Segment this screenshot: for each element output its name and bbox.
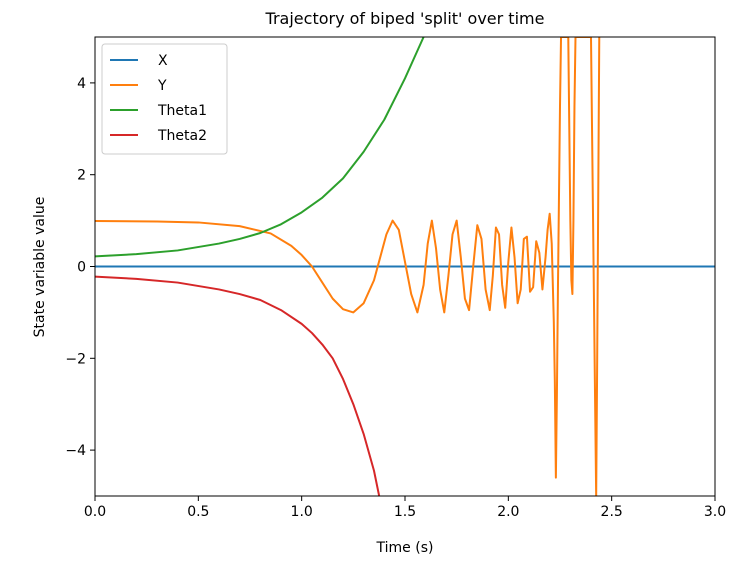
legend-box — [101, 43, 228, 155]
series-layer — [95, 37, 715, 496]
y-tick-label: 0 — [77, 260, 86, 276]
legend-label-y: Y — [157, 78, 167, 94]
series-line-theta2 — [95, 275, 381, 496]
series-line-theta1 — [95, 37, 425, 258]
y-axis-ticks: −4 −2 0 2 4 — [65, 76, 95, 459]
x-axis-label: Time (s) — [376, 540, 434, 556]
x-tick-label: 0.5 — [187, 504, 209, 520]
y-tick-label: −4 — [65, 443, 86, 459]
y-tick-label: −2 — [65, 351, 86, 367]
y-tick-label: 2 — [77, 168, 86, 184]
series-line-y — [95, 37, 601, 496]
legend-label-theta1: Theta1 — [157, 103, 207, 119]
x-tick-label: 2.0 — [497, 504, 519, 520]
x-tick-label: 1.0 — [291, 504, 313, 520]
y-axis-label: State variable value — [32, 197, 48, 338]
legend-entries: XY Theta1 Theta2 — [110, 53, 207, 144]
legend: XY Theta1 Theta2 — [101, 43, 228, 155]
x-tick-label: 0.0 — [84, 504, 106, 520]
x-tick-label: 3.0 — [704, 504, 726, 520]
legend-label-theta2: Theta2 — [157, 128, 207, 144]
legend-label-x: X — [158, 53, 168, 69]
x-tick-label: 1.5 — [394, 504, 416, 520]
x-tick-label: 2.5 — [601, 504, 623, 520]
chart-title: Trajectory of biped 'split' over time — [265, 9, 545, 28]
y-tick-label: 4 — [77, 76, 86, 92]
x-axis-ticks: 0.0 0.5 1.0 1.5 2.0 2.5 3.0 — [84, 496, 726, 520]
